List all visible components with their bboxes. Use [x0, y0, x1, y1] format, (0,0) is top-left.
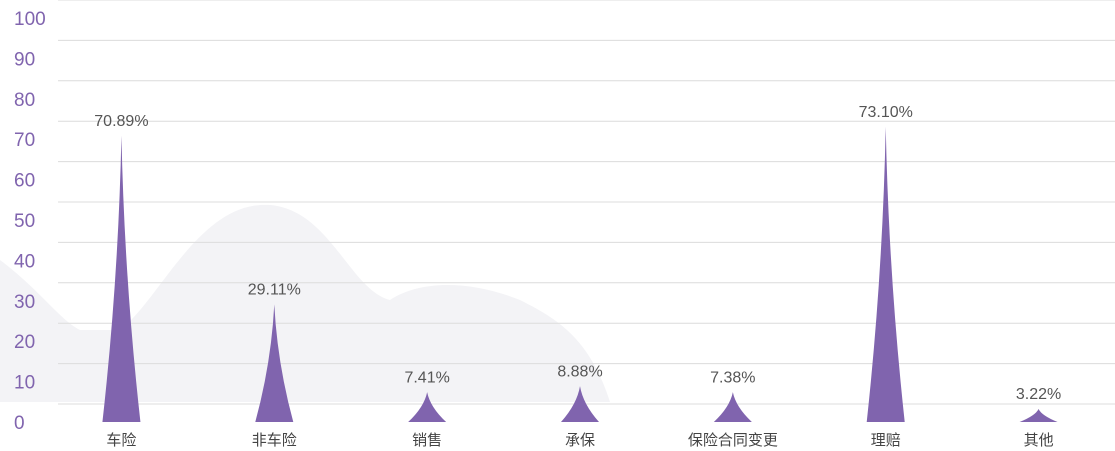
y-tick-label: 70 [14, 130, 35, 151]
y-tick-label: 30 [14, 292, 35, 313]
value-label: 8.88% [557, 363, 602, 380]
bar [1019, 408, 1058, 422]
bar [561, 386, 599, 422]
x-tick-label: 保险合同变更 [688, 432, 778, 449]
y-tick-label: 20 [14, 332, 35, 353]
value-label: 73.10% [859, 104, 913, 121]
value-label: 7.38% [710, 369, 755, 386]
bar [866, 126, 905, 423]
value-label: 29.11% [248, 282, 301, 299]
x-tick-label: 非车险 [252, 432, 297, 449]
x-tick-label: 其他 [1024, 432, 1054, 449]
y-tick-label: 60 [14, 171, 35, 192]
bar [408, 392, 447, 422]
background-mountains [0, 204, 610, 402]
value-label: 70.89% [94, 113, 148, 130]
x-tick-label: 理赔 [871, 432, 901, 449]
value-label: 3.22% [1016, 386, 1061, 403]
y-tick-label: 100 [14, 9, 46, 30]
value-label: 7.41% [404, 369, 449, 386]
bar [255, 304, 294, 422]
y-tick-label: 90 [14, 49, 35, 70]
x-tick-label: 销售 [412, 432, 442, 449]
bar [713, 392, 752, 422]
x-tick-label: 车险 [106, 432, 136, 449]
y-tick-label: 50 [14, 211, 35, 232]
y-tick-label: 80 [14, 90, 35, 111]
y-tick-label: 40 [14, 251, 35, 272]
y-tick-label: 0 [14, 413, 25, 434]
y-tick-label: 10 [14, 373, 35, 394]
x-tick-label: 承保 [565, 432, 595, 449]
bar [102, 135, 141, 422]
